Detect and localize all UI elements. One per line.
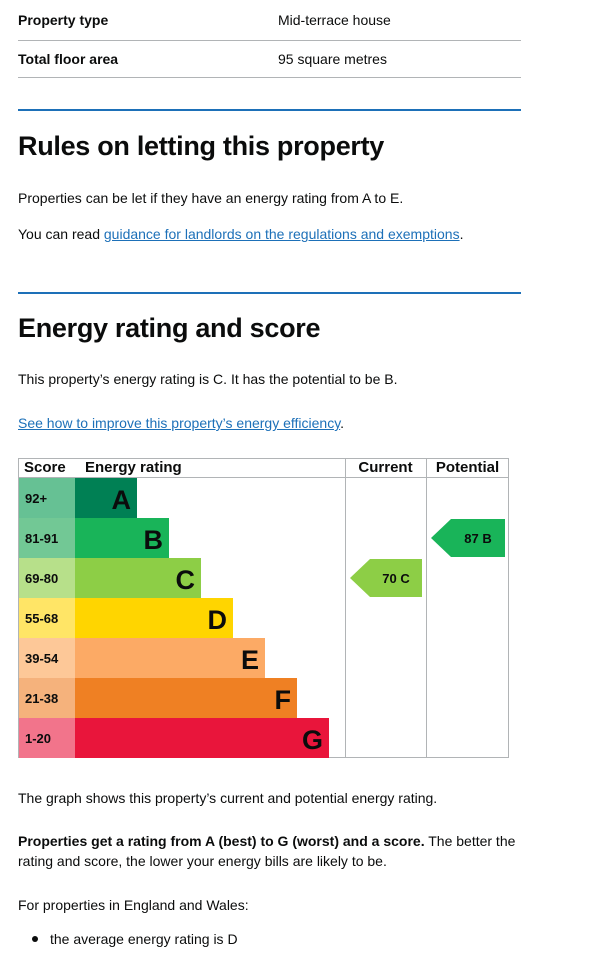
rating-letter: E <box>241 645 259 675</box>
rating-bar-g <box>75 718 329 758</box>
bullet-text: the average energy rating is D <box>50 931 238 947</box>
potential-column-header: Potential <box>436 459 499 476</box>
rating-explanation-rest: The better the rating and score, the low… <box>18 833 516 869</box>
score-cell-g <box>19 718 75 758</box>
rating-bar-f <box>75 678 297 718</box>
summary-key: Property type <box>18 12 109 28</box>
graph-note: The graph shows this property’s current … <box>18 790 438 806</box>
summary-row-property-type: Property type Mid-terrace house <box>18 0 521 41</box>
guidance-prefix: You can read <box>18 226 104 242</box>
england-wales-text: For properties in England and Wales: <box>18 897 249 913</box>
energy-rating-graph: 92+ A81-91 B69-80 C55-68 D39-54 E21-38 F1-20 G … <box>18 458 509 758</box>
current-rating-label: 70 C <box>382 571 410 586</box>
improve-paragraph: See how to improve this property’s energ… <box>18 413 344 433</box>
chart-bands: 92+ A 81-91 B 69-80 C 55-68 D 39-54 E 21-38 F 1-20 G <box>19 478 329 758</box>
score-column-header: Score <box>24 459 66 476</box>
score-range-label: 1-20 <box>25 731 51 746</box>
summary-value: 95 square metres <box>278 51 387 67</box>
landlord-guidance-link[interactable]: guidance for landlords on the regulation… <box>103 226 460 242</box>
rating-letter: F <box>275 685 292 715</box>
potential-rating-label: 87 B <box>464 531 491 546</box>
rating-bar-b <box>75 518 169 558</box>
energy-rating-chart: 92+ A 81-91 B 69-80 C 55-68 D 39-54 E 21-38 F 1-20 G … <box>18 458 509 758</box>
score-cell-e <box>19 638 75 678</box>
letting-paragraph: Properties can be let if they have an en… <box>18 190 404 206</box>
letting-heading: Rules on letting this property <box>18 131 385 161</box>
rating-letter: G <box>302 725 323 755</box>
summary-row-floor-area: Total floor area 95 square metres <box>18 41 521 78</box>
score-range-label: 69-80 <box>25 571 58 586</box>
bullet-list-item: the average energy rating is D <box>18 931 238 947</box>
improve-suffix: . <box>340 415 345 431</box>
section-divider <box>18 292 521 294</box>
score-range-label: 81-91 <box>25 531 58 546</box>
current-column-header: Current <box>358 459 412 476</box>
current-rating-arrow <box>350 559 422 597</box>
letting-guidance-paragraph: You can read guidance for landlords on t… <box>18 224 463 244</box>
rating-letter: D <box>208 605 228 635</box>
rating-bar-e <box>75 638 265 678</box>
score-range-label: 55-68 <box>25 611 58 626</box>
rating-explanation: Properties get a rating from A (best) to… <box>18 831 521 871</box>
score-range-label: 92+ <box>25 491 47 506</box>
chart-arrows: 70 C 87 B <box>350 519 505 597</box>
score-range-label: 21-38 <box>25 691 58 706</box>
improve-efficiency-link[interactable]: See how to improve this property’s energ… <box>18 415 341 431</box>
energy-rating-column-header: Energy rating <box>85 459 182 476</box>
score-cell-c <box>19 558 75 598</box>
score-cell-f <box>19 678 75 718</box>
summary-key: Total floor area <box>18 51 119 67</box>
rating-bar-d <box>75 598 233 638</box>
rating-letter: C <box>176 565 196 595</box>
rating-bar-a <box>75 478 137 518</box>
bullet-dot <box>32 936 38 942</box>
score-cell-a <box>19 478 75 518</box>
energy-rating-intro: This property’s energy rating is C. It h… <box>18 371 398 387</box>
guidance-suffix: . <box>459 226 464 242</box>
summary-list: Property type Mid-terrace house Total fl… <box>18 0 521 78</box>
section-divider <box>18 109 521 111</box>
score-cell-d <box>19 598 75 638</box>
potential-rating-arrow <box>431 519 505 557</box>
score-range-label: 39-54 <box>25 651 59 666</box>
rating-bar-c <box>75 558 201 598</box>
rating-letter: B <box>144 525 164 555</box>
rating-letter: A <box>112 485 132 515</box>
score-cell-b <box>19 518 75 558</box>
summary-value: Mid-terrace house <box>278 12 391 28</box>
chart-headers: Score Energy rating Current Potential <box>24 459 499 476</box>
energy-rating-heading: Energy rating and score <box>18 313 321 343</box>
rating-explanation-bold: Properties get a rating from A (best) to… <box>18 833 425 849</box>
